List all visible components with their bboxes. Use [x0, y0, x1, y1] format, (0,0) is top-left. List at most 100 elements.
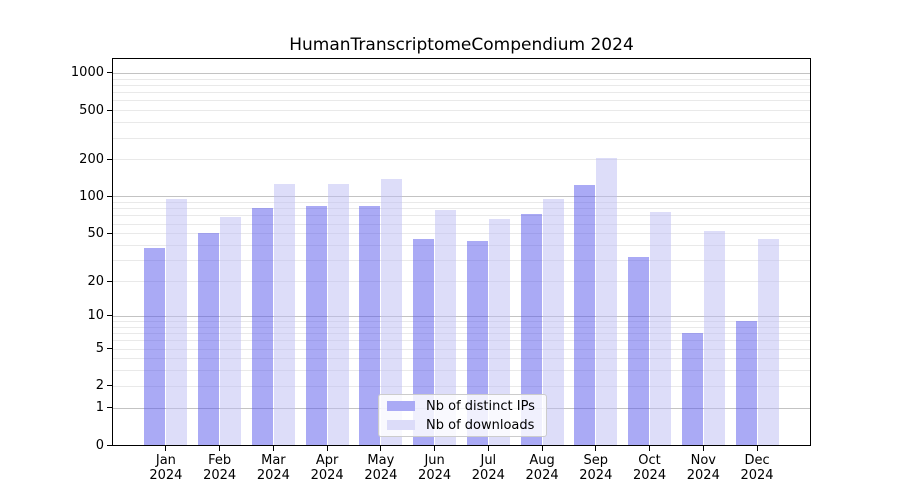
- gridline-minor: [113, 137, 810, 139]
- y-axis-tick-mark: [107, 385, 112, 387]
- y-axis-tick-mark: [107, 72, 112, 74]
- gridline-minor: [113, 358, 810, 360]
- gridline-major: [113, 315, 810, 317]
- gridline-minor: [113, 385, 810, 387]
- y-axis-tick-label: 1: [95, 400, 104, 416]
- x-axis-tick-label: Nov 2024: [686, 453, 720, 483]
- bar-distinct-ips-nov: [681, 333, 703, 445]
- gridline-minor: [113, 333, 810, 335]
- legend-swatch-downloads: [387, 420, 415, 430]
- bar-downloads-aug: [542, 199, 564, 445]
- y-axis-tick-label: 50: [87, 225, 104, 241]
- bar-downloads-mar: [273, 183, 295, 445]
- y-axis-tick-mark: [107, 444, 112, 446]
- bar-downloads-nov: [703, 231, 725, 445]
- gridline-minor: [113, 321, 810, 322]
- gridline-minor: [113, 348, 810, 350]
- gridline-minor: [113, 110, 810, 112]
- gridline-minor: [113, 215, 810, 217]
- y-axis-tick-label: 5: [95, 341, 104, 357]
- y-axis-tick-mark: [107, 109, 112, 111]
- bar-distinct-ips-may: [359, 206, 381, 445]
- y-axis-tick-label: 200: [79, 151, 104, 167]
- y-axis-tick-mark: [107, 348, 112, 350]
- bar-distinct-ips-oct: [628, 256, 650, 445]
- x-axis-tick-label: Aug 2024: [525, 453, 559, 483]
- gridline-minor: [113, 326, 810, 328]
- legend-swatch-distinct-ips: [387, 401, 415, 411]
- x-axis-tick-mark: [219, 446, 221, 451]
- y-axis-tick-mark: [107, 315, 112, 317]
- y-axis-tick-mark: [107, 232, 112, 234]
- x-axis-tick-label: Oct 2024: [633, 453, 667, 483]
- gridline-minor: [113, 233, 810, 235]
- gridline-minor: [113, 122, 810, 124]
- x-axis-tick-label: Apr 2024: [310, 453, 344, 483]
- x-axis-tick-mark: [272, 446, 274, 451]
- x-axis-tick-mark: [595, 446, 597, 451]
- bar-downloads-jan: [166, 199, 188, 445]
- legend-item-distinct-ips: Nb of distinct IPs: [387, 399, 538, 414]
- bar-distinct-ips-aug: [520, 214, 542, 445]
- gridline-minor: [113, 281, 810, 283]
- bar-downloads-oct: [650, 211, 672, 445]
- bar-downloads-jul: [488, 218, 510, 445]
- gridline-major: [113, 72, 810, 74]
- bar-distinct-ips-jun: [413, 238, 435, 445]
- x-axis-tick-label: Jul 2024: [471, 453, 505, 483]
- bar-downloads-jun: [435, 210, 457, 445]
- x-axis-tick-mark: [165, 446, 167, 451]
- y-axis-tick-mark: [107, 280, 112, 282]
- gridline-minor: [113, 159, 810, 161]
- x-axis-tick-label: Jun 2024: [418, 453, 452, 483]
- x-axis-tick-label: Sep 2024: [579, 453, 613, 483]
- chart-title: HumanTranscriptomeCompendium 2024: [289, 35, 634, 55]
- bar-distinct-ips-dec: [735, 321, 757, 445]
- gridline-minor: [113, 245, 810, 247]
- x-axis-tick-mark: [487, 446, 489, 451]
- bar-downloads-may: [381, 178, 403, 445]
- bar-distinct-ips-apr: [305, 205, 327, 445]
- bar-downloads-dec: [757, 238, 779, 445]
- x-axis-tick-label: Dec 2024: [740, 453, 774, 483]
- gridline-minor: [113, 340, 810, 342]
- y-axis-tick-mark: [107, 407, 112, 409]
- gridline-minor: [113, 202, 810, 204]
- bar-downloads-apr: [327, 184, 349, 445]
- legend-label-distinct-ips: Nb of distinct IPs: [426, 398, 535, 414]
- bar-distinct-ips-jan: [144, 247, 166, 445]
- legend-item-downloads: Nb of downloads: [387, 418, 538, 433]
- y-axis-tick-label: 0: [95, 437, 104, 453]
- y-axis-tick-mark: [107, 195, 112, 197]
- gridline-minor: [113, 100, 810, 102]
- x-axis-tick-label: May 2024: [364, 453, 398, 483]
- gridline-minor: [113, 78, 810, 80]
- bar-distinct-ips-feb: [198, 233, 220, 445]
- x-axis-tick-mark: [434, 446, 436, 451]
- x-axis-tick-mark: [756, 446, 758, 451]
- x-axis-tick-label: Feb 2024: [203, 453, 237, 483]
- bar-distinct-ips-sep: [574, 185, 596, 445]
- y-axis-tick-mark: [107, 158, 112, 160]
- axis-spine-top: [113, 58, 811, 59]
- gridline-minor: [113, 84, 810, 86]
- x-axis-tick-mark: [649, 446, 651, 451]
- axis-spine-left: [112, 58, 113, 446]
- x-axis-tick-mark: [541, 446, 543, 451]
- bar-downloads-sep: [596, 158, 618, 445]
- y-axis-tick-label: 2: [95, 378, 104, 394]
- y-axis-tick-label: 100: [79, 188, 104, 204]
- y-axis-tick-label: 10: [87, 308, 104, 324]
- gridline-minor: [113, 92, 810, 94]
- legend: Nb of distinct IPs Nb of downloads: [378, 394, 547, 437]
- bar-distinct-ips-mar: [251, 207, 273, 445]
- gridline-minor: [113, 223, 810, 225]
- x-axis-tick-mark: [702, 446, 704, 451]
- bar-downloads-feb: [220, 217, 242, 445]
- x-axis-tick-label: Jan 2024: [149, 453, 183, 483]
- legend-label-downloads: Nb of downloads: [426, 417, 535, 433]
- y-axis-tick-label: 1000: [70, 65, 104, 81]
- gridline-major: [113, 196, 810, 198]
- x-axis-tick-label: Mar 2024: [256, 453, 290, 483]
